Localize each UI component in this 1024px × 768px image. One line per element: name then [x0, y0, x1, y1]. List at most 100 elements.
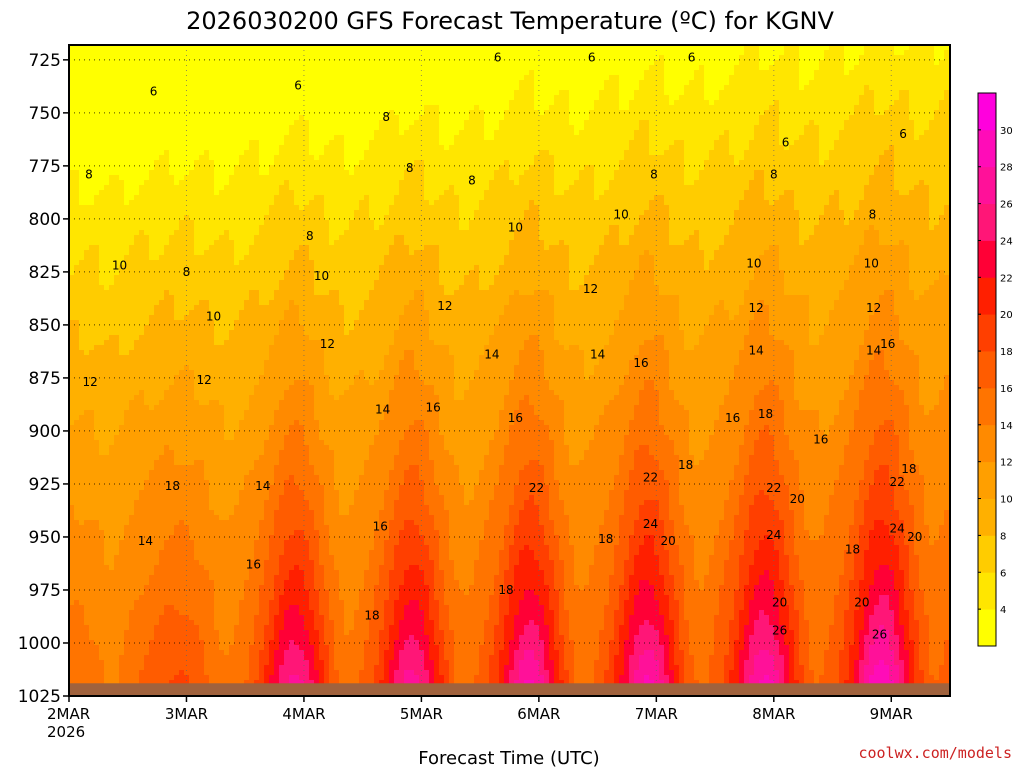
temperature-cell [109, 635, 115, 641]
temperature-cell [99, 480, 105, 486]
temperature-cell [114, 205, 120, 211]
temperature-cell [74, 460, 80, 466]
temperature-cell [74, 260, 80, 266]
temperature-cell [124, 665, 130, 671]
temperature-cell [119, 485, 125, 491]
temperature-cell [94, 425, 100, 431]
temperature-cell [114, 190, 120, 196]
temperature-cell [94, 565, 100, 571]
temperature-cell [89, 560, 95, 566]
temperature-cell [139, 170, 145, 176]
temperature-cell [124, 470, 130, 476]
temperature-cell [74, 595, 80, 601]
temperature-cell [129, 325, 135, 331]
temperature-cell [129, 400, 135, 406]
temperature-cell [74, 330, 80, 336]
temperature-cell [119, 305, 125, 311]
temperature-cell [79, 625, 85, 631]
temperature-cell [124, 550, 130, 556]
temperature-cell [89, 565, 95, 571]
temperature-cell [139, 260, 145, 266]
temperature-cell [119, 670, 125, 676]
temperature-cell [129, 330, 135, 336]
temperature-cell [134, 660, 140, 666]
temperature-cell [74, 325, 80, 331]
temperature-cell [114, 570, 120, 576]
temperature-cell [109, 60, 115, 66]
temperature-cell [119, 105, 125, 111]
temperature-cell [124, 50, 130, 56]
temperature-cell [139, 500, 145, 506]
temperature-cell [119, 575, 125, 581]
temperature-cell [139, 280, 145, 286]
temperature-cell [89, 150, 95, 156]
temperature-cell [99, 635, 105, 641]
temperature-cell [104, 115, 110, 121]
temperature-cell [84, 510, 90, 516]
temperature-cell [139, 370, 145, 376]
temperature-cell [94, 415, 100, 421]
temperature-cell [79, 120, 85, 126]
temperature-cell [94, 550, 100, 556]
temperature-cell [129, 395, 135, 401]
temperature-cell [74, 520, 80, 526]
temperature-cell [89, 445, 95, 451]
temperature-cell [129, 440, 135, 446]
temperature-cell [84, 395, 90, 401]
temperature-cell [74, 250, 80, 256]
temperature-cell [139, 285, 145, 291]
temperature-cell [104, 560, 110, 566]
temperature-cell [104, 555, 110, 561]
temperature-cell [104, 655, 110, 661]
temperature-cell [104, 85, 110, 91]
temperature-cell [134, 415, 140, 421]
temperature-cell [104, 675, 110, 681]
temperature-cell [79, 545, 85, 551]
temperature-cell [139, 385, 145, 391]
temperature-cell [129, 615, 135, 621]
temperature-cell [139, 120, 145, 126]
temperature-cell [134, 130, 140, 136]
temperature-cell [104, 240, 110, 246]
temperature-cell [99, 500, 105, 506]
temperature-cell [129, 80, 135, 86]
temperature-cell [104, 100, 110, 106]
temperature-cell [124, 370, 130, 376]
temperature-cell [94, 360, 100, 366]
temperature-cell [74, 590, 80, 596]
temperature-cell [109, 385, 115, 391]
temperature-cell [84, 270, 90, 276]
temperature-cell [129, 340, 135, 346]
temperature-cell [139, 455, 145, 461]
temperature-cell [124, 135, 130, 141]
temperature-cell [114, 125, 120, 131]
temperature-cell [114, 505, 120, 511]
temperature-cell [104, 660, 110, 666]
temperature-cell [109, 370, 115, 376]
temperature-cell [124, 345, 130, 351]
temperature-cell [74, 155, 80, 161]
temperature-cell [99, 525, 105, 531]
temperature-cell [84, 465, 90, 471]
temperature-cell [119, 240, 125, 246]
temperature-cell [79, 335, 85, 341]
temperature-cell [94, 465, 100, 471]
temperature-cell [104, 140, 110, 146]
temperature-cell [104, 610, 110, 616]
temperature-cell [119, 80, 125, 86]
temperature-cell [134, 200, 140, 206]
temperature-cell [79, 140, 85, 146]
temperature-cell [139, 200, 145, 206]
temperature-cell [124, 220, 130, 226]
temperature-cell [84, 135, 90, 141]
temperature-cell [129, 405, 135, 411]
temperature-cell [119, 550, 125, 556]
temperature-cell [109, 315, 115, 321]
temperature-cell [89, 420, 95, 426]
temperature-cell [119, 340, 125, 346]
temperature-cell [79, 100, 85, 106]
temperature-cell [104, 210, 110, 216]
temperature-cell [124, 620, 130, 626]
temperature-cell [109, 355, 115, 361]
temperature-cell [119, 160, 125, 166]
